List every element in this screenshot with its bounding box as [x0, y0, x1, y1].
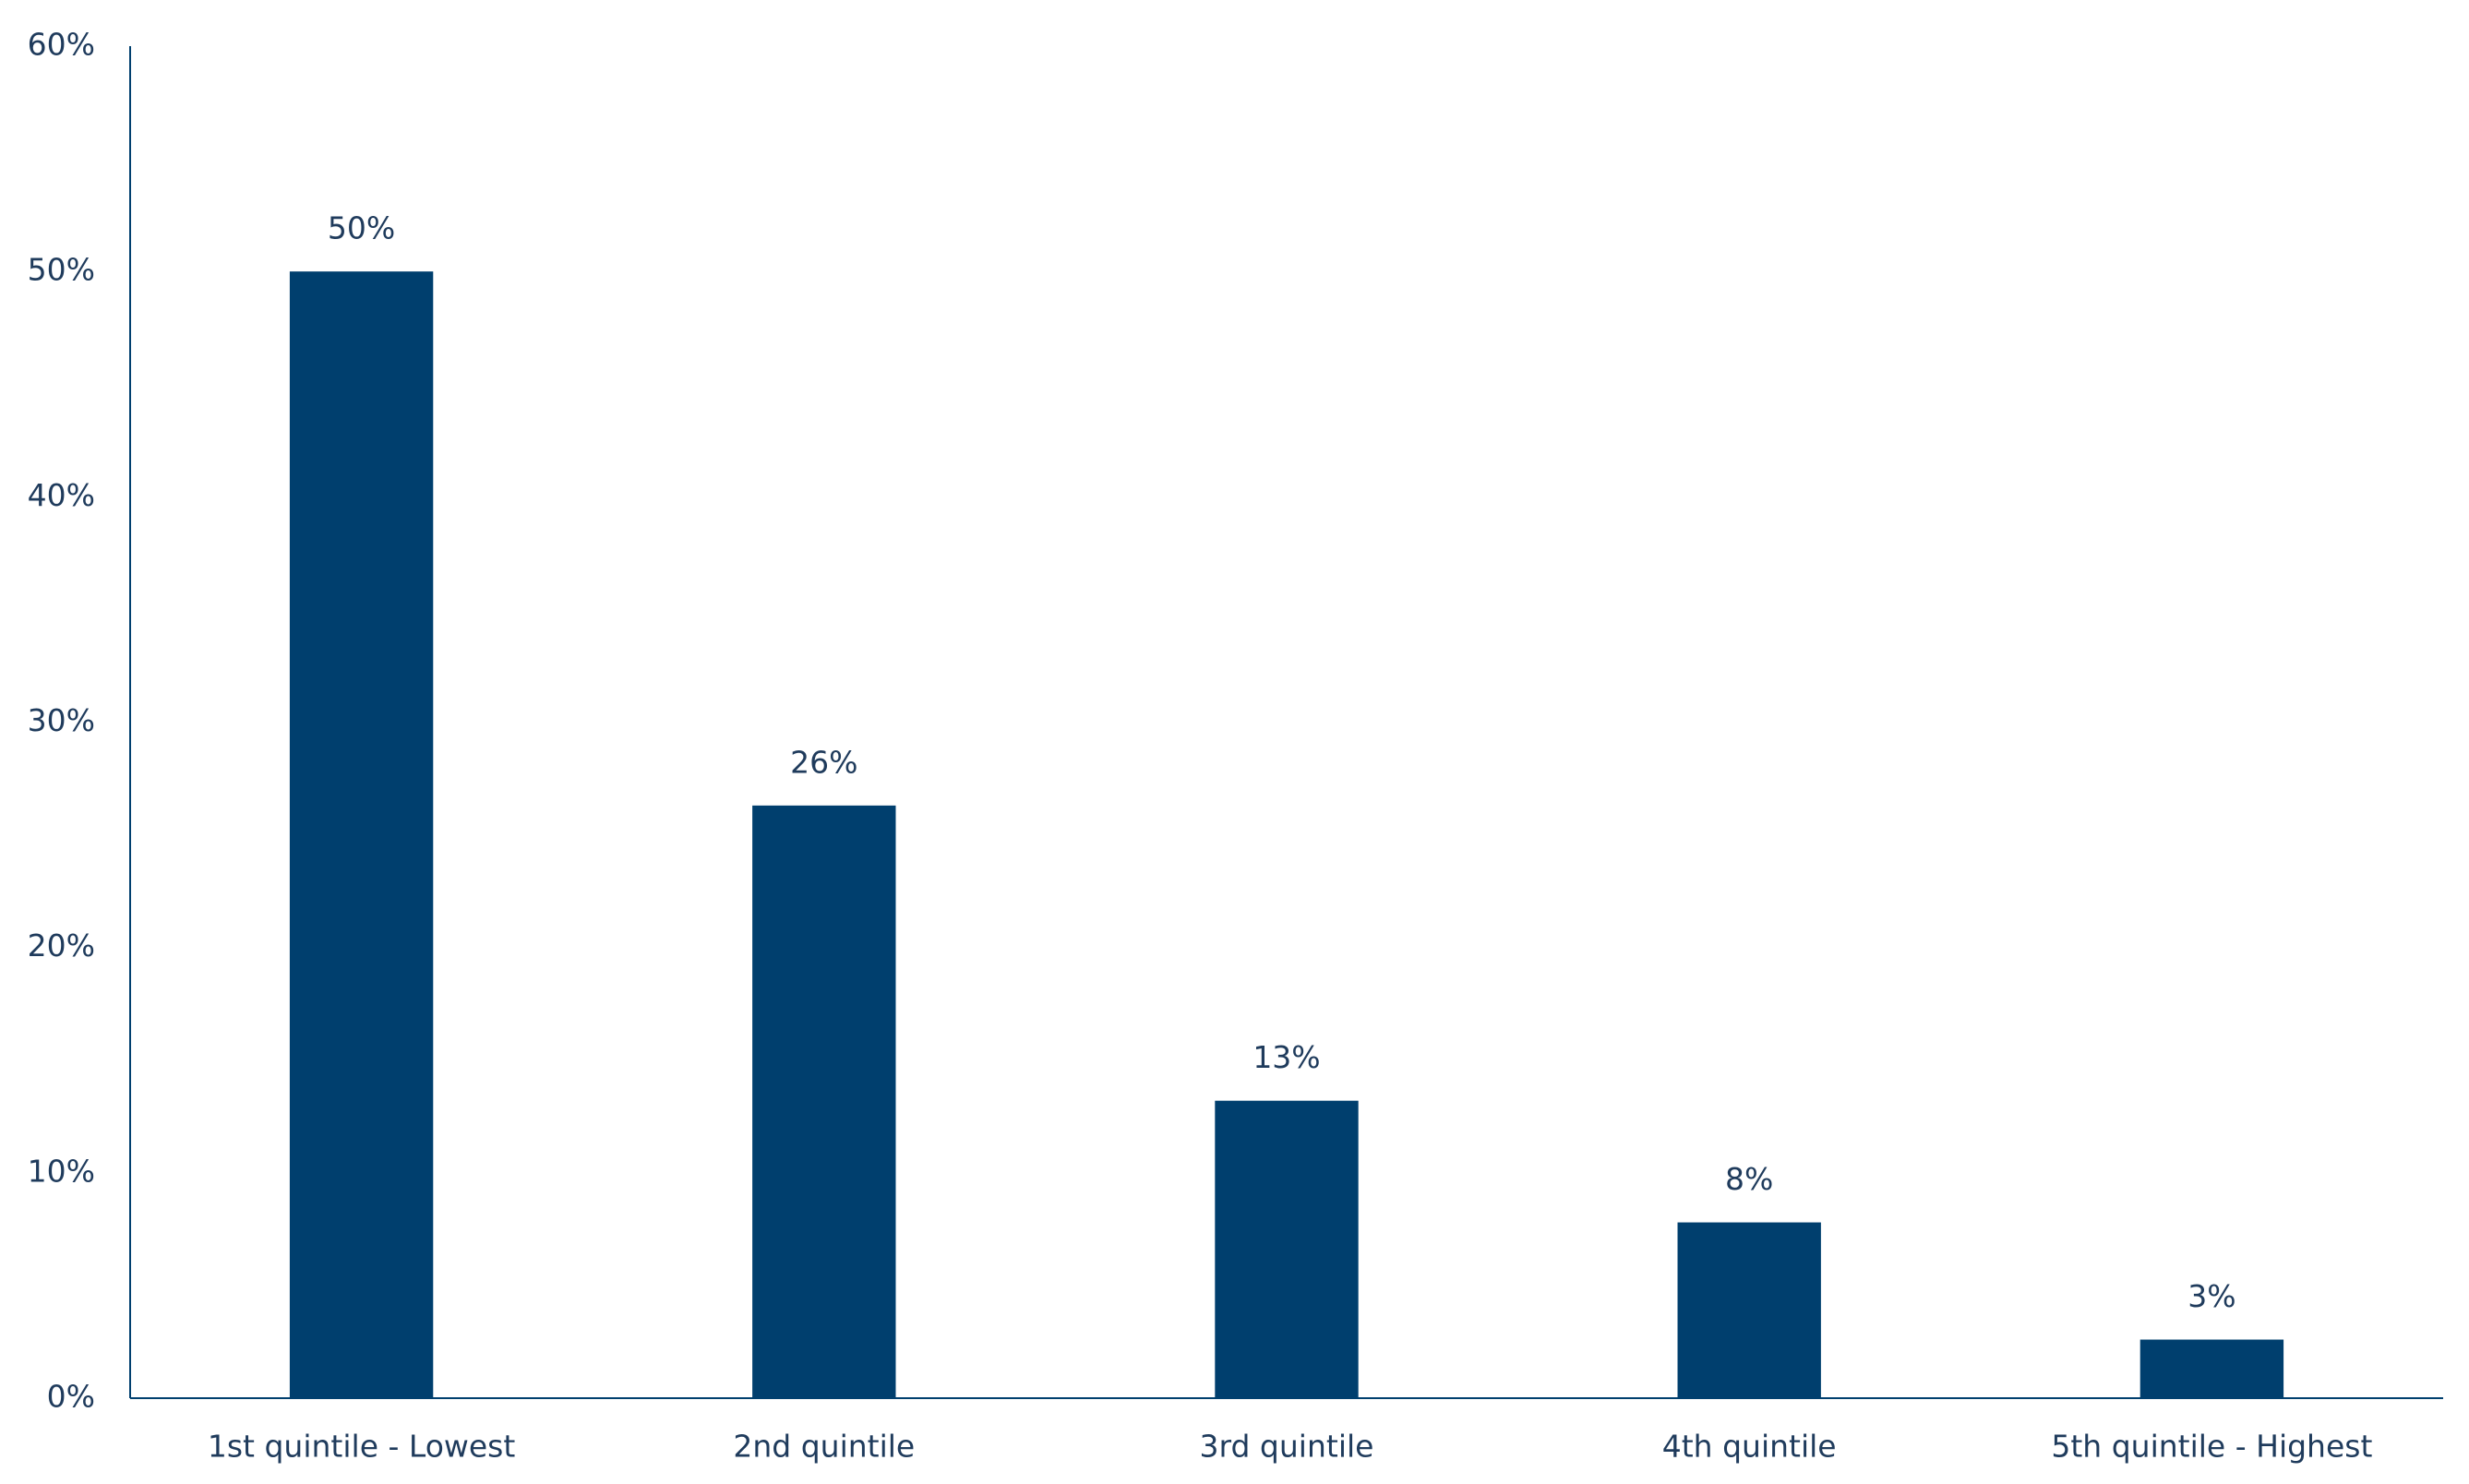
bar: [2139, 1339, 2284, 1398]
x-tick-label: 1st quintile - Lowest: [208, 1429, 516, 1465]
bar: [289, 271, 434, 1399]
x-tick-label: 5th quintile - Highest: [2051, 1429, 2372, 1465]
y-tick-label: 60%: [28, 27, 95, 63]
data-label: 50%: [328, 210, 395, 246]
y-tick-label: 40%: [28, 477, 95, 513]
y-tick-label: 50%: [28, 252, 95, 288]
x-tick-label: 4th quintile: [1662, 1429, 1837, 1465]
y-tick-label: 10%: [28, 1153, 95, 1189]
x-tick-label: 3rd quintile: [1200, 1429, 1374, 1465]
y-tick-label: 20%: [28, 928, 95, 963]
data-label: 13%: [1252, 1039, 1320, 1075]
y-tick-label: 0%: [47, 1379, 95, 1415]
data-label: 8%: [1725, 1161, 1773, 1197]
bar: [1215, 1100, 1359, 1398]
data-label: 3%: [2187, 1278, 2235, 1314]
bar: [1677, 1222, 1821, 1398]
bar: [752, 805, 896, 1398]
y-tick-label: 30%: [28, 702, 95, 738]
data-label: 26%: [790, 744, 857, 780]
x-tick-label: 2nd quintile: [733, 1429, 915, 1465]
